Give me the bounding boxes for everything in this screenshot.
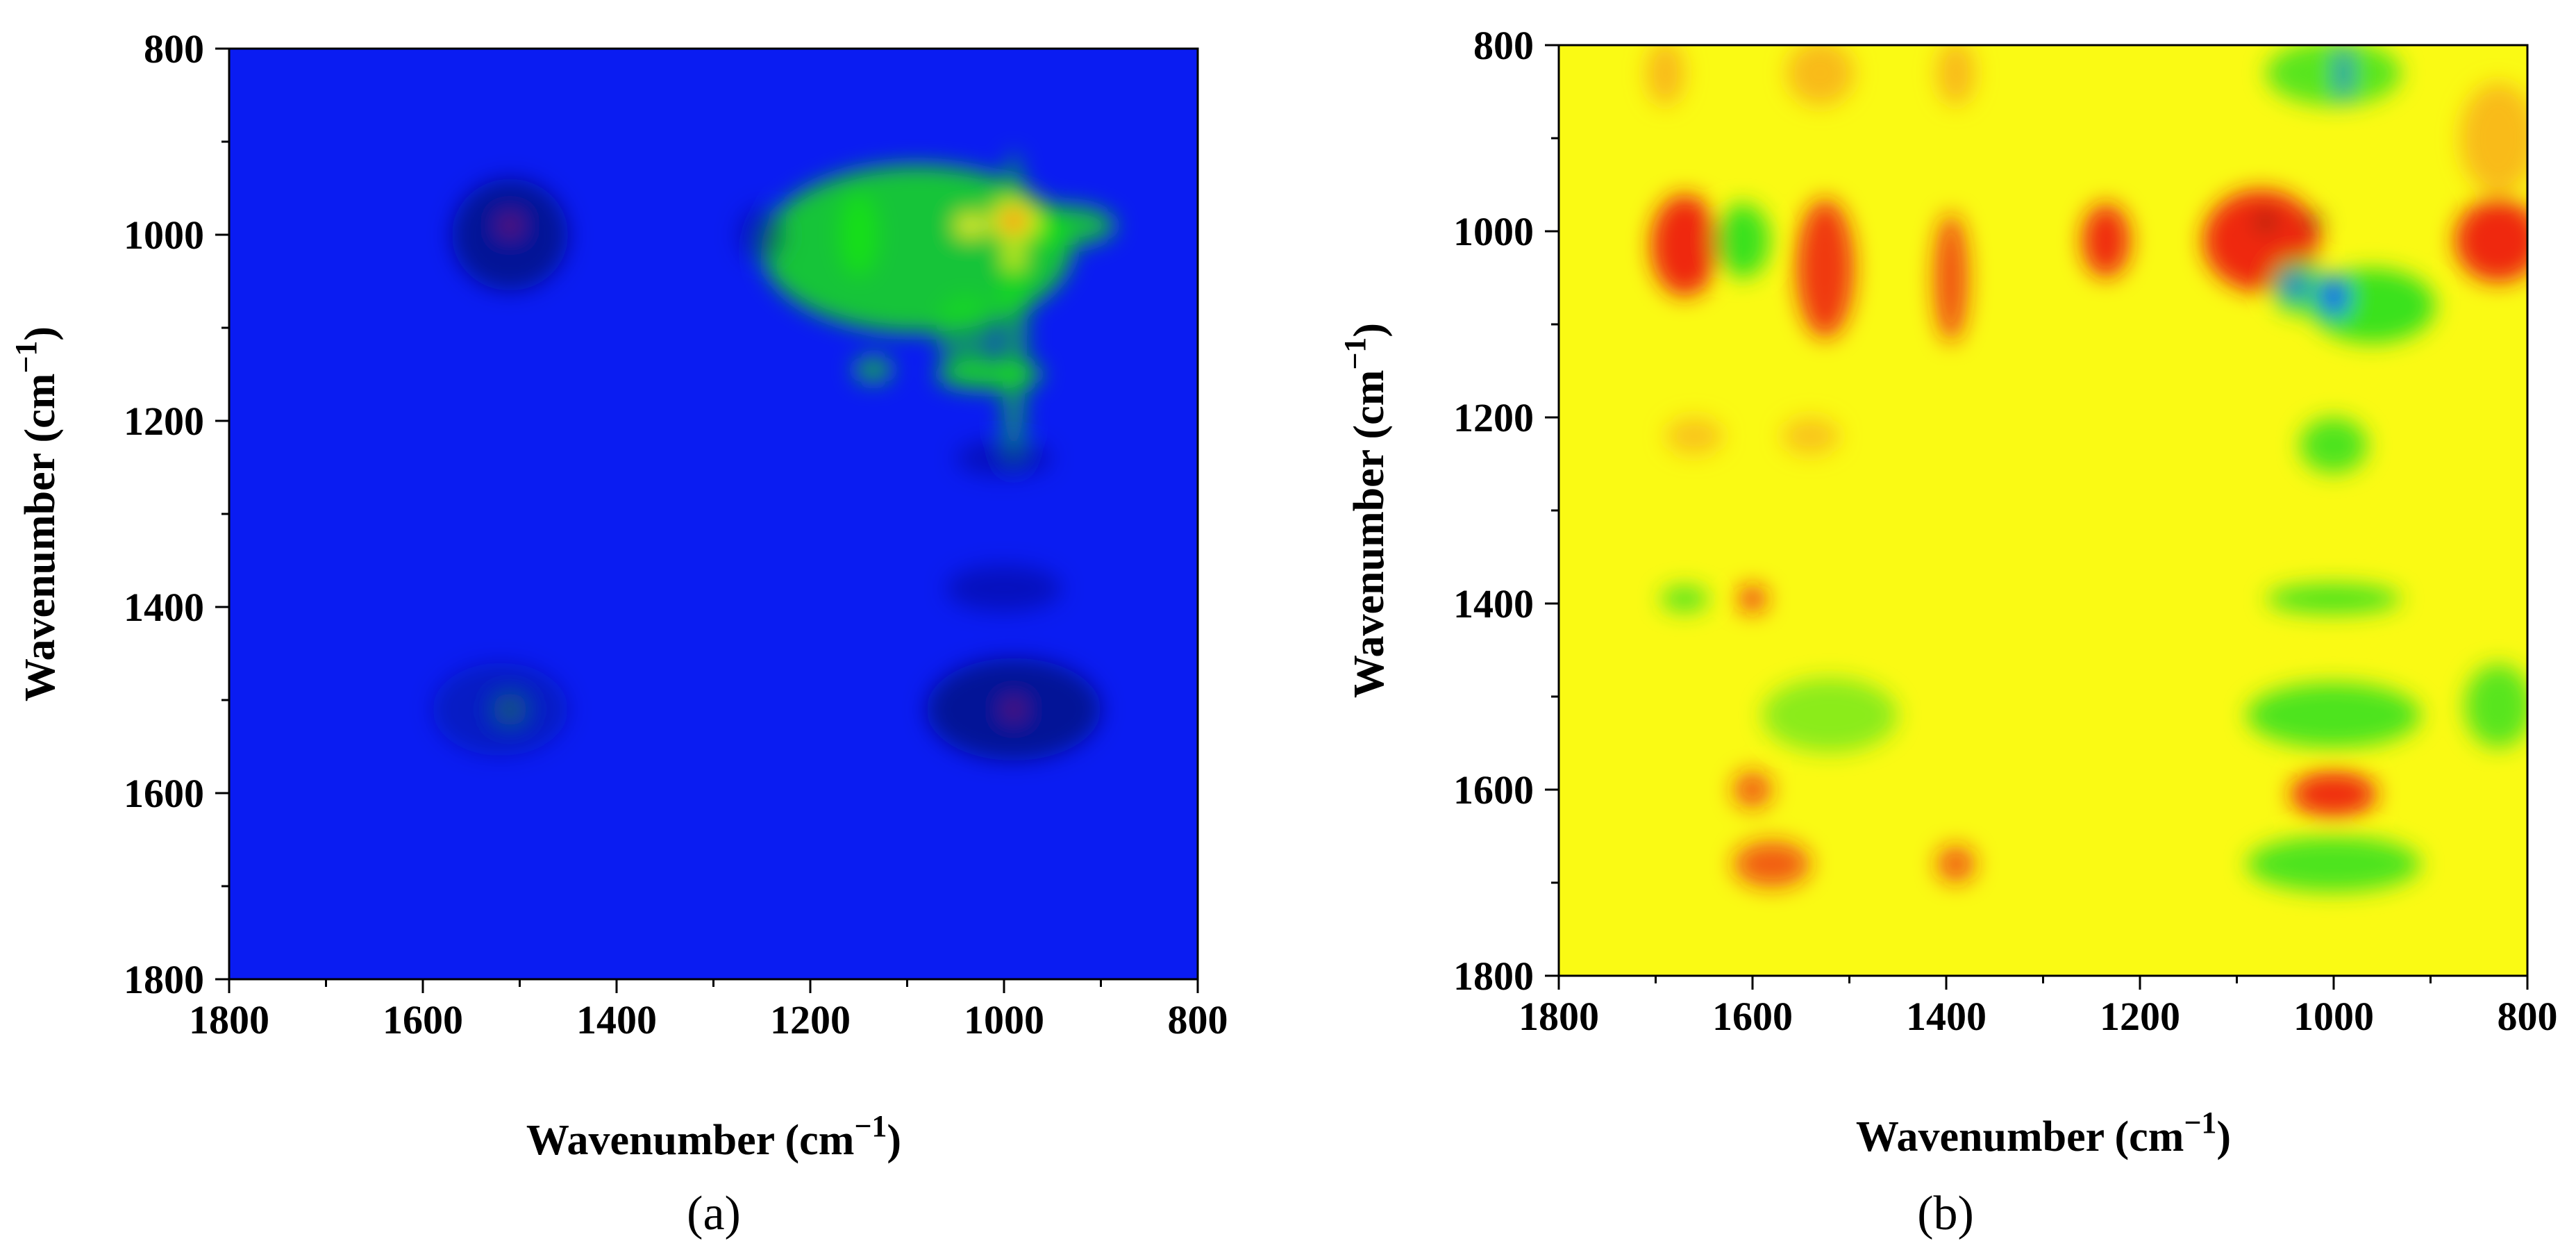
heatmap-feature-32 — [2305, 214, 2325, 230]
heatmap-feature-10 — [2266, 583, 2402, 614]
heatmap-feature-12 — [500, 216, 520, 235]
heatmap-feature-25 — [2459, 82, 2527, 194]
x-tick-label: 1400 — [576, 997, 657, 1042]
x-axis-label: Wavenumber (cm−1) — [1856, 1106, 2231, 1160]
heatmap-feature-0 — [762, 165, 1072, 333]
y-tick-label: 800 — [144, 26, 204, 72]
heatmap-feature-17 — [2290, 771, 2377, 818]
heatmap-feature-19 — [955, 439, 1053, 477]
panel-label: (a) — [687, 1187, 741, 1240]
heatmap-feature-3 — [1933, 213, 1969, 343]
heatmap-feature-13 — [2464, 664, 2527, 748]
y-tick-label: 1400 — [1453, 581, 1534, 626]
y-tick-label: 1200 — [124, 399, 204, 444]
heatmap-feature-30 — [2335, 45, 2352, 101]
x-tick-label: 1600 — [1712, 994, 1793, 1039]
y-tick-label: 1000 — [1453, 209, 1534, 254]
heatmap-feature-3 — [1000, 151, 1028, 467]
heatmap-feature-28 — [2318, 276, 2350, 317]
heatmap-feature-1 — [839, 192, 878, 277]
heatmap-feature-16 — [2266, 45, 2402, 106]
x-tick-label: 1600 — [383, 997, 463, 1042]
heatmap-features — [1646, 45, 2527, 892]
heatmap-feature-26 — [1665, 417, 1724, 455]
x-tick-label: 1800 — [1519, 994, 1599, 1039]
heatmap-feature-10 — [1003, 210, 1025, 231]
y-tick-label: 1200 — [1453, 395, 1534, 440]
heatmap-feature-17 — [737, 206, 787, 263]
heatmap-feature-22 — [1786, 45, 1855, 106]
heatmap-feature-15 — [1004, 700, 1023, 719]
x-tick-label: 1000 — [2293, 994, 2374, 1039]
heatmap-feature-5 — [853, 356, 893, 383]
heatmap-feature-6 — [936, 295, 995, 370]
x-tick-label: 1400 — [1906, 994, 1987, 1039]
heatmap-feature-23 — [1937, 45, 1975, 106]
y-axis-label: Wavenumber (cm−1) — [1338, 323, 1393, 698]
y-axis-label: Wavenumber (cm−1) — [9, 326, 64, 701]
heatmap-feature-9 — [2300, 417, 2368, 474]
heatmap-feature-29 — [2281, 274, 2309, 301]
x-tick-label: 1000 — [964, 997, 1044, 1042]
x-tick-label: 800 — [2498, 994, 2558, 1039]
y-tick-label: 1600 — [1453, 767, 1534, 813]
heatmap-feature-24 — [1646, 45, 1685, 106]
x-tick-label: 1200 — [2100, 994, 2180, 1039]
y-tick-label: 1000 — [124, 213, 204, 258]
heatmap-feature-19 — [1733, 840, 1811, 888]
heatmap-features — [432, 151, 1116, 761]
heatmap-feature-1 — [1796, 199, 1855, 339]
y-tick-label: 1800 — [124, 957, 204, 1002]
heatmap-feature-20 — [1937, 845, 1975, 883]
heatmap-panel-a: 1800 1600 1400 1200 1000 800 800 1000 1200 1400 16… — [9, 26, 1228, 1240]
heatmap-feature-27 — [1781, 417, 1840, 455]
heatmap-feature-7 — [955, 214, 985, 237]
heatmap-feature-12 — [2246, 836, 2421, 892]
heatmap-feature-0 — [1650, 194, 1719, 297]
y-tick-label: 1600 — [124, 771, 204, 816]
heatmap-feature-31 — [2256, 214, 2276, 230]
heatmap-feature-9 — [1004, 249, 1023, 267]
x-axis-label: Wavenumber (cm−1) — [526, 1109, 901, 1164]
y-tick-label: 1400 — [124, 585, 204, 630]
heatmap-panel-b: 1800 1600 1400 1200 1000 800 800 1000 1200 1400 16… — [1338, 23, 2558, 1240]
heatmap-feature-6 — [1715, 203, 1771, 278]
heatmap-feature-15 — [1762, 678, 1898, 753]
heatmap-feature-16 — [432, 663, 569, 756]
heatmap-feature-21 — [1738, 585, 1767, 613]
heatmap-background — [1559, 45, 2527, 976]
x-tick-label: 800 — [1168, 997, 1228, 1042]
y-tick-label: 1800 — [1453, 954, 1534, 999]
heatmap-feature-2 — [2082, 203, 2131, 278]
x-tick-label: 1200 — [770, 997, 851, 1042]
heatmap-feature-5 — [2454, 199, 2527, 283]
y-tick-label: 800 — [1473, 23, 1534, 68]
panel-label: (b) — [1917, 1187, 1974, 1240]
heatmap-feature-18 — [946, 565, 1062, 612]
x-tick-label: 1800 — [189, 997, 269, 1042]
heatmap-background — [229, 49, 1198, 979]
heatmap-feature-14 — [1660, 585, 1709, 613]
heatmap-feature-11 — [2246, 682, 2421, 748]
heatmap-feature-18 — [1733, 771, 1772, 808]
